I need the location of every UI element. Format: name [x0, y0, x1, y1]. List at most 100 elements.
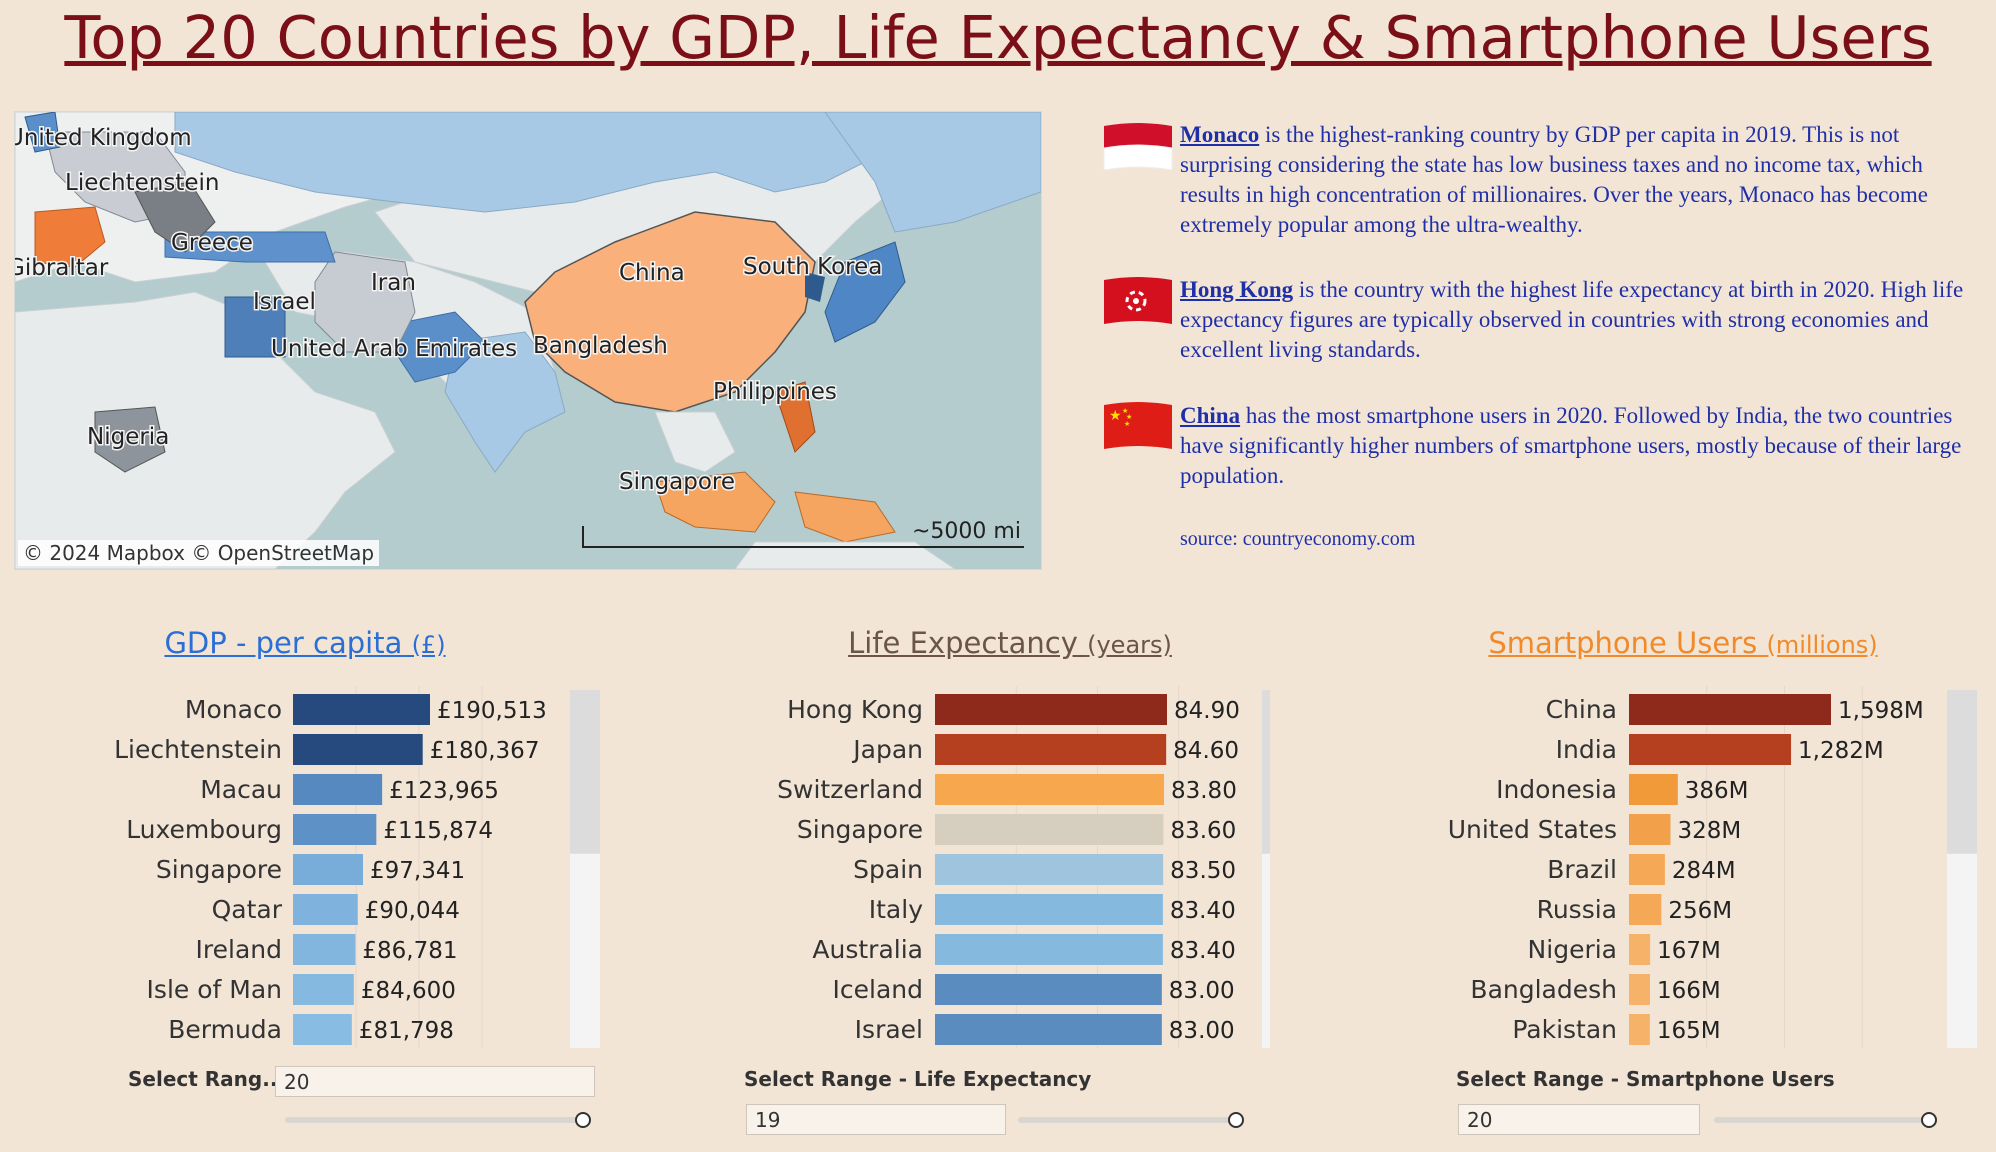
scrollbar-thumb[interactable]: [1262, 690, 1270, 854]
range-slider-handle[interactable]: [575, 1112, 591, 1128]
category-label: India: [1556, 735, 1617, 764]
scrollbar-thumb[interactable]: [570, 690, 600, 854]
data-label: 83.80: [1171, 778, 1237, 804]
category-label: Pakistan: [1512, 1015, 1617, 1044]
category-label: Liechtenstein: [114, 735, 282, 764]
bar[interactable]: [935, 854, 1164, 885]
map-label: Singapore: [619, 469, 735, 495]
category-label: Israel: [855, 1015, 923, 1044]
data-label: 256M: [1668, 898, 1732, 924]
select-range-label: Select Rang...: [128, 1067, 286, 1091]
category-label: Singapore: [797, 815, 923, 844]
bar[interactable]: [293, 1014, 352, 1045]
chart-title-text: Life Expectancy: [848, 626, 1078, 660]
data-label: 284M: [1672, 858, 1736, 884]
data-label: 386M: [1685, 778, 1749, 804]
map-attribution[interactable]: © 2024 Mapbox © OpenStreetMap: [18, 540, 380, 566]
range-slider-track[interactable]: [1714, 1117, 1934, 1123]
chart-title-gdp: GDP - per capita (£): [110, 626, 500, 660]
bar[interactable]: [293, 734, 423, 765]
smartphone-users-bar-chart[interactable]: China 1,598M India 1,282M Indonesia 386M Unite…: [1300, 686, 1980, 1048]
category-label: Australia: [812, 935, 923, 964]
bar[interactable]: [935, 694, 1167, 725]
bar[interactable]: [293, 894, 358, 925]
category-label: Qatar: [212, 895, 283, 924]
map-label: South Korea: [743, 254, 882, 280]
bar[interactable]: [935, 1014, 1162, 1045]
life-expectancy-bar-chart[interactable]: Hong Kong 84.90 Japan 84.60 Switzerland 83.80…: [640, 686, 1270, 1048]
category-label: United States: [1448, 815, 1617, 844]
bar[interactable]: [935, 734, 1167, 765]
bar[interactable]: [1629, 934, 1651, 965]
bar[interactable]: [1629, 694, 1831, 725]
bar[interactable]: [293, 854, 363, 885]
category-label: Monaco: [185, 695, 282, 724]
select-range-input-gdp[interactable]: 20: [275, 1066, 595, 1097]
map-label: Iran: [371, 270, 416, 296]
bar[interactable]: [1629, 814, 1671, 845]
bar[interactable]: [1629, 734, 1792, 765]
category-label: Luxembourg: [126, 815, 282, 844]
bar[interactable]: [293, 934, 356, 965]
select-range-input-life[interactable]: 19: [746, 1104, 1006, 1135]
category-label: Ireland: [196, 935, 282, 964]
data-label: 83.40: [1170, 938, 1236, 964]
select-range-input-smartphone[interactable]: 20: [1458, 1104, 1700, 1135]
map-label: Greece: [171, 230, 253, 256]
bar[interactable]: [935, 894, 1163, 925]
bar[interactable]: [935, 774, 1164, 805]
data-label: 83.40: [1170, 898, 1236, 924]
data-label: £190,513: [437, 698, 547, 724]
data-label: 83.60: [1170, 818, 1236, 844]
map-label: China: [619, 260, 685, 286]
range-slider-track[interactable]: [285, 1117, 585, 1123]
range-slider-handle[interactable]: [1228, 1112, 1244, 1128]
note-text: is the highest-ranking country by GDP pe…: [1180, 122, 1928, 237]
bar[interactable]: [1629, 974, 1650, 1005]
range-slider-track[interactable]: [1018, 1117, 1238, 1123]
bar[interactable]: [935, 814, 1164, 845]
map-label: United Kingdom: [15, 125, 192, 151]
bar[interactable]: [935, 974, 1162, 1005]
map-label: Gibraltar: [15, 255, 109, 281]
note-country-link[interactable]: Monaco: [1180, 122, 1260, 147]
chart-unit: (millions): [1766, 631, 1878, 659]
range-slider-handle[interactable]: [1921, 1112, 1937, 1128]
bar[interactable]: [1629, 894, 1662, 925]
bar[interactable]: [293, 774, 383, 805]
chart-title-text: Smartphone Users: [1488, 626, 1758, 660]
data-label: 328M: [1677, 818, 1741, 844]
bar[interactable]: [1629, 774, 1678, 805]
category-label: Nigeria: [1528, 935, 1617, 964]
world-map[interactable]: United Kingdom Liechtenstein Greece Gibr…: [14, 111, 1042, 570]
bar[interactable]: [293, 814, 377, 845]
scrollbar-thumb[interactable]: [1947, 690, 1977, 854]
note-country-link[interactable]: Hong Kong: [1180, 277, 1294, 302]
data-label: 1,598M: [1838, 698, 1924, 724]
page-title: Top 20 Countries by GDP, Life Expectancy…: [64, 3, 1932, 72]
bar[interactable]: [935, 934, 1163, 965]
scrollbar-track[interactable]: [1262, 690, 1270, 1048]
bar[interactable]: [1629, 1014, 1650, 1045]
data-label: £81,798: [359, 1018, 454, 1044]
bar[interactable]: [1629, 854, 1665, 885]
category-label: Bangladesh: [1470, 975, 1617, 1004]
source-note: source: countryeconomy.com: [1180, 528, 1416, 550]
data-label: 166M: [1657, 978, 1721, 1004]
category-label: Japan: [851, 735, 923, 764]
bar[interactable]: [293, 694, 430, 725]
gdp-bar-chart[interactable]: Monaco £190,513 Liechtenstein £180,367 Macau…: [0, 686, 600, 1048]
category-label: Russia: [1537, 895, 1617, 924]
map-label: Liechtenstein: [65, 170, 219, 196]
chart-title-text: GDP - per capita: [164, 626, 403, 660]
data-label: £123,965: [389, 778, 499, 804]
data-label: £86,781: [362, 938, 457, 964]
note-text: has the most smartphone users in 2020. F…: [1180, 403, 1962, 488]
data-label: 84.60: [1173, 738, 1239, 764]
note-country-link[interactable]: China: [1180, 403, 1241, 428]
data-label: 83.00: [1169, 1018, 1235, 1044]
bar[interactable]: [293, 974, 354, 1005]
china-flag-icon: ★ ★ ★ ★: [1104, 402, 1172, 449]
svg-text:★: ★: [1124, 420, 1130, 428]
select-range-label: Select Range - Smartphone Users: [1456, 1067, 1835, 1091]
